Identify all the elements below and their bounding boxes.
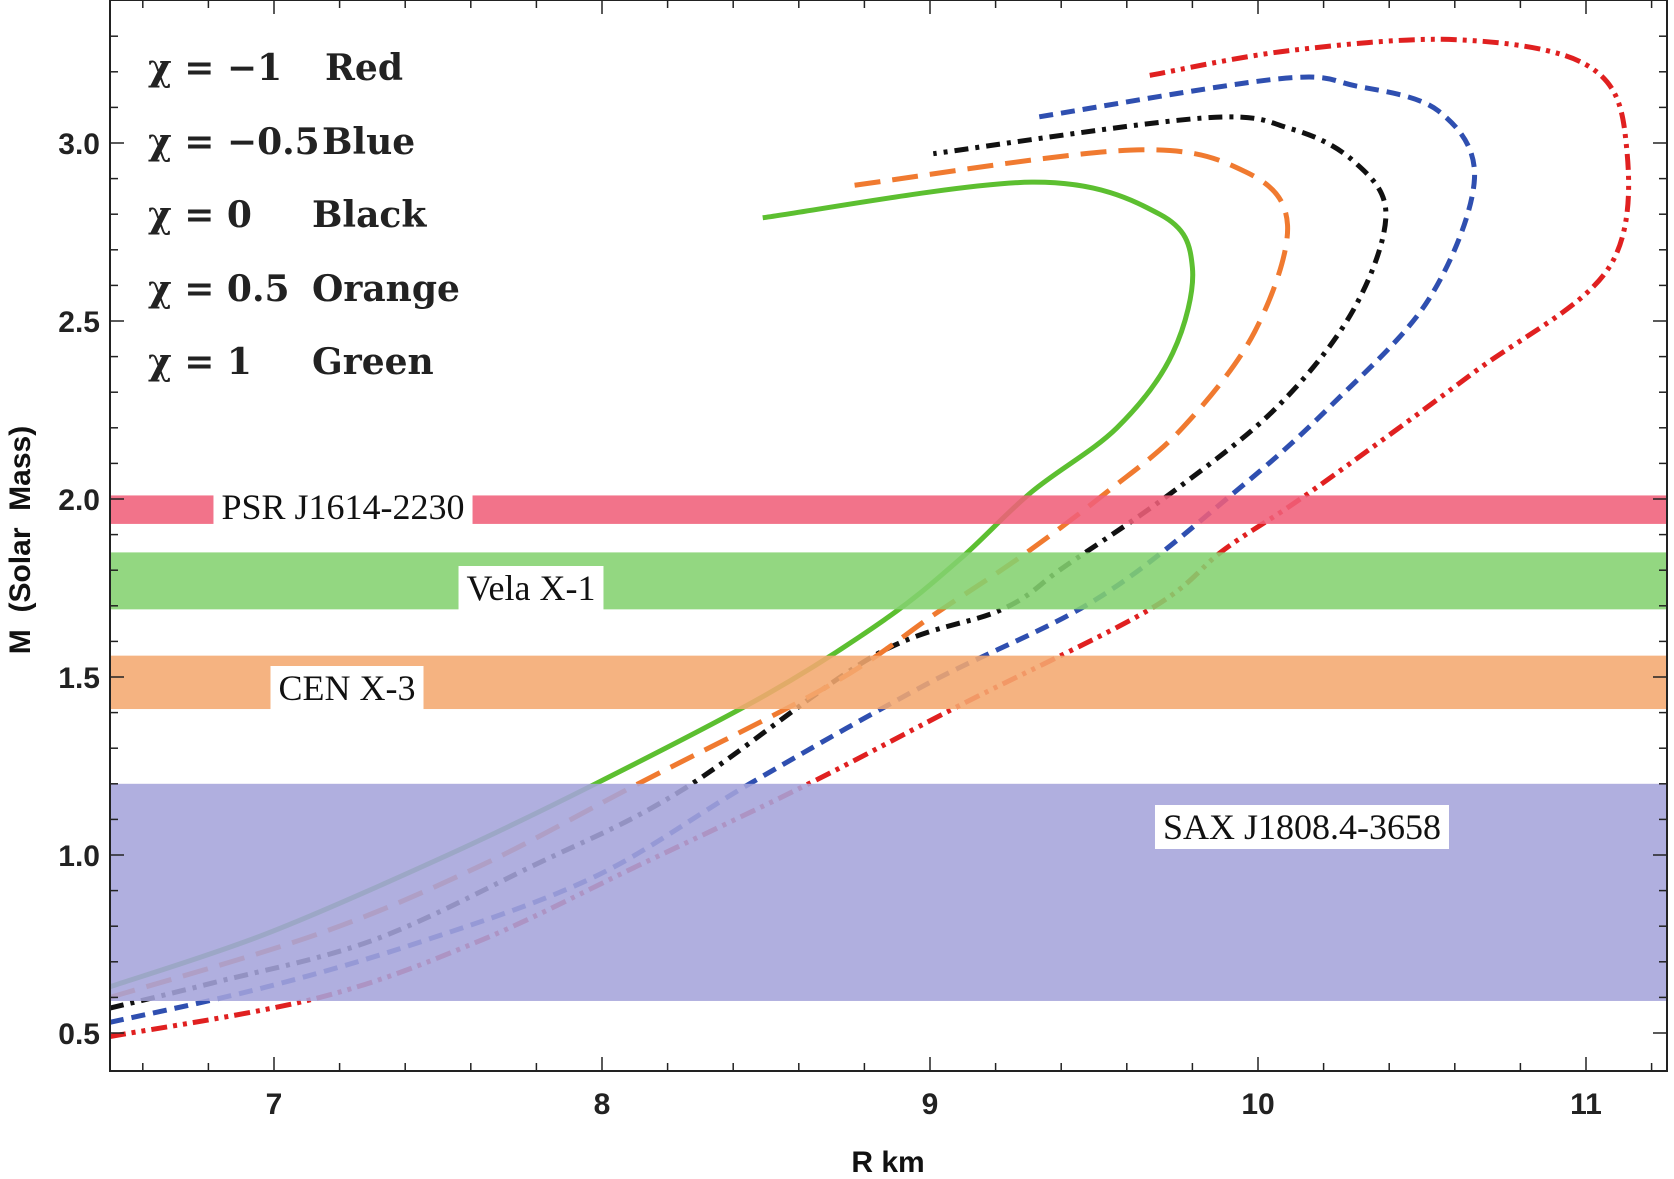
y-tick-label: 3.0	[58, 128, 100, 161]
legend-color-2: Black	[312, 194, 427, 236]
curve-series-2	[109, 114, 1389, 1011]
ticks-layer: 7 8 9 10 11 0.5 1.0 1.5 2.0 2.5 3.0	[58, 0, 1667, 1121]
x-axis-title: R km	[851, 1146, 924, 1179]
y-tick-label: 2.0	[58, 484, 100, 517]
y-tick-label: 2.5	[58, 306, 100, 339]
curve-series-1	[109, 74, 1477, 1025]
band-label-1: Vela X-1	[467, 568, 596, 608]
legend-chi-2: χ = 0	[148, 194, 252, 236]
x-tick-label: 7	[266, 1088, 283, 1121]
legend-chi-0: χ = −1	[148, 47, 282, 89]
band-label-0: PSR J1614-2230	[221, 487, 464, 527]
band-label-bg-0	[213, 485, 473, 529]
plot-frame	[109, 0, 1668, 1072]
legend-chi-1: χ = −0.5	[148, 121, 320, 163]
x-tick-label: 11	[1570, 1088, 1602, 1121]
legend-chi-4: χ = 1	[148, 341, 252, 383]
y-tick-label: 1.5	[58, 662, 100, 695]
y-tick-label: 1.0	[58, 840, 100, 873]
legend-color-4: Green	[312, 341, 434, 383]
band-label-bg-1	[458, 566, 604, 610]
legend-color-1: Blue	[322, 121, 415, 163]
legend-color-3: Orange	[312, 268, 460, 310]
x-tick-label: 8	[594, 1088, 611, 1121]
y-tick-label: 0.5	[58, 1018, 100, 1051]
band-labels-layer: PSR J1614-2230 Vela X-1 CEN X-3 SAX J1808.4…	[110, 485, 1667, 1001]
band-label-2: CEN X-3	[279, 668, 416, 708]
legend-chi-3: χ = 0.5	[148, 268, 290, 310]
x-tick-label: 10	[1241, 1088, 1274, 1121]
band-1	[110, 552, 1667, 610]
band-label-bg-2	[270, 666, 424, 710]
x-tick-label: 9	[922, 1088, 939, 1121]
band-label-3: SAX J1808.4-3658	[1163, 807, 1441, 847]
y-axis-title: M (Solar Mass)	[4, 426, 37, 654]
legend-color-0: Red	[325, 47, 403, 89]
band-label-bg-3	[1154, 805, 1450, 849]
